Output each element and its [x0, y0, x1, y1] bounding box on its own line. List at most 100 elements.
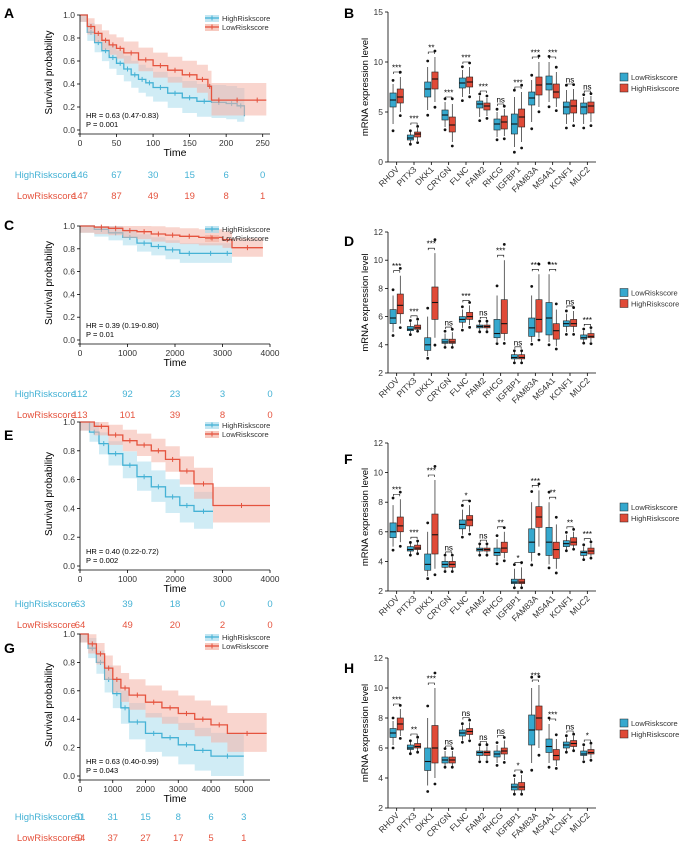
box-outlier	[547, 343, 551, 347]
box-outlier	[495, 284, 499, 288]
risk-table-value: 0	[220, 599, 225, 610]
significance-bracket	[531, 269, 539, 272]
significance-bracket	[462, 300, 470, 303]
box-outlier	[485, 542, 489, 546]
risk-table-value: 0	[267, 389, 272, 400]
risk-table-value: 146	[72, 170, 88, 181]
box-outlier	[450, 570, 454, 573]
risk-table-value: 0	[267, 620, 272, 631]
y-tick-label: 6	[378, 527, 383, 537]
risk-table-value: 6	[208, 812, 213, 823]
box-outlier	[554, 109, 558, 112]
box-outlier	[564, 309, 568, 313]
box-outlier	[478, 330, 482, 334]
category-label: PITX3	[395, 593, 419, 617]
legend-swatch-HighRiskscore	[619, 83, 629, 93]
significance-label: ns	[496, 727, 504, 736]
box-outlier	[433, 105, 437, 109]
box-outlier	[530, 490, 534, 493]
y-tick-label: 0.8	[63, 33, 75, 43]
risk-table-row-label: LowRiskscore	[17, 620, 76, 631]
significance-bracket	[583, 538, 591, 541]
significance-bracket	[410, 122, 418, 125]
survival-curve-LowRiskscore	[80, 421, 270, 507]
box-outlier	[398, 266, 402, 270]
significance-label: ***	[409, 115, 418, 124]
box-outlier	[443, 765, 447, 769]
risk-table-value: 8	[176, 812, 181, 823]
box-HighRiskscore	[431, 725, 439, 764]
box-outlier	[572, 332, 576, 336]
box-outlier	[520, 792, 524, 796]
box-LowRiskscore	[406, 744, 414, 750]
box-outlier	[416, 329, 420, 333]
box-outlier	[502, 559, 506, 563]
significance-bracket	[479, 90, 487, 93]
significance-bracket	[393, 493, 401, 497]
y-tick-label: 12	[374, 653, 384, 663]
significance-label: ***	[409, 529, 418, 538]
box-outlier	[460, 328, 464, 332]
box-outlier	[433, 238, 437, 242]
hazard-ratio-text: HR = 0.39 (0.19-0.80)	[86, 321, 159, 330]
significance-label: ***	[496, 247, 505, 256]
x-tick-label: 4000	[202, 784, 221, 794]
box-outlier	[589, 556, 593, 560]
box-outlier	[495, 138, 499, 142]
box-outlier	[572, 749, 576, 753]
box-outlier	[547, 566, 551, 570]
x-tick-label: 4000	[261, 348, 280, 358]
box-outlier	[468, 739, 472, 743]
panel-letter: D	[344, 233, 354, 249]
significance-bracket	[583, 323, 591, 327]
x-tick-label: 3000	[213, 574, 232, 584]
box-outlier	[450, 144, 454, 148]
risk-table-value: 20	[170, 620, 181, 631]
risk-table-value: 15	[184, 170, 195, 181]
box-outlier	[582, 543, 586, 547]
significance-bracket	[427, 474, 435, 477]
box-LowRiskscore	[493, 547, 501, 556]
box-HighRiskscore	[587, 749, 595, 755]
box-outlier	[502, 736, 506, 739]
box-outlier	[495, 764, 499, 767]
category-label: MUC2	[568, 810, 592, 834]
y-axis-label: mRNA expression level	[360, 684, 371, 782]
box-LowRiskscore	[528, 528, 536, 553]
risk-table-value: 0	[77, 812, 82, 823]
p-value-text: P = 0.043	[86, 766, 118, 775]
box-outlier	[530, 768, 534, 772]
box-HighRiskscore	[448, 338, 456, 344]
y-tick-label: 8	[378, 497, 383, 507]
legend-label: LowRiskscore	[222, 23, 269, 32]
box-outlier	[582, 558, 586, 562]
y-tick-label: 0.6	[63, 686, 75, 696]
risk-table-value: 1	[241, 833, 246, 844]
risk-table-value: 18	[170, 599, 181, 610]
significance-label: ns	[496, 96, 504, 105]
panel-letter: H	[344, 660, 354, 676]
risk-table-value: 54	[75, 833, 86, 844]
significance-label: ***	[461, 292, 470, 301]
box-outlier	[537, 753, 541, 757]
box-outlier	[443, 128, 447, 132]
box-HighRiskscore	[570, 319, 578, 327]
x-tick-label: 150	[183, 138, 197, 148]
box-LowRiskscore	[545, 302, 553, 336]
legend-label: LowRiskscore	[631, 73, 678, 82]
x-tick-label: 2000	[166, 574, 185, 584]
x-axis-label: Time	[164, 357, 187, 369]
risk-table-value: 37	[107, 833, 118, 844]
risk-table-value: 15	[140, 812, 151, 823]
box-outlier	[398, 544, 402, 548]
y-tick-label: 0.4	[63, 503, 75, 513]
y-tick-label: 4	[378, 773, 383, 783]
box-HighRiskscore	[431, 71, 439, 90]
box-HighRiskscore	[518, 782, 526, 791]
box-HighRiskscore	[518, 578, 526, 584]
box-LowRiskscore	[441, 338, 449, 344]
confidence-band-LowRiskscore	[80, 634, 267, 752]
significance-label: ***	[531, 672, 540, 681]
significance-label: ***	[427, 467, 436, 476]
